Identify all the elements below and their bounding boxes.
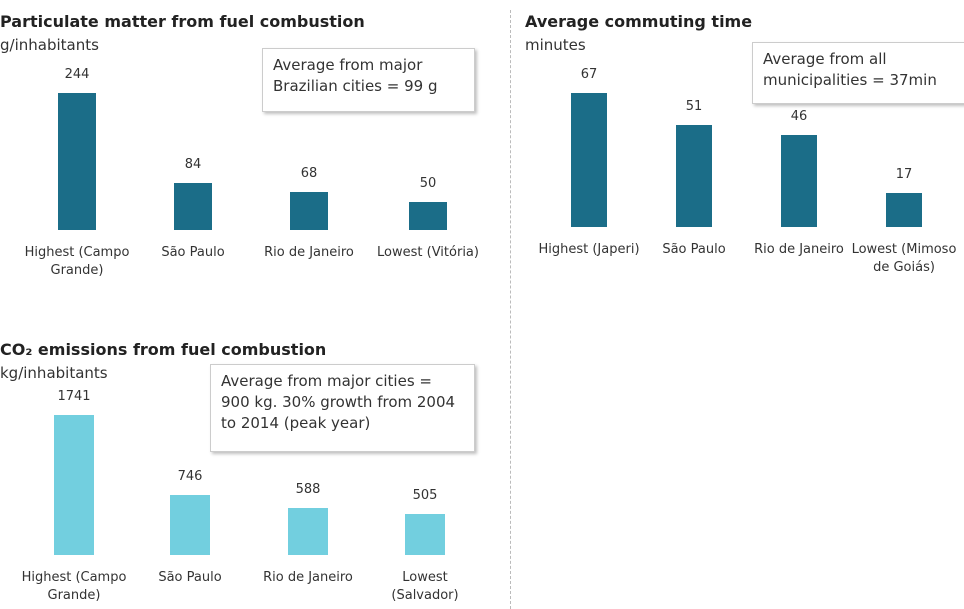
chart-title: Particulate matter from fuel combustion (0, 12, 365, 31)
category-label: São Paulo (158, 570, 222, 585)
category-label: São Paulo (662, 242, 726, 257)
divider (510, 10, 511, 609)
chart-title: CO₂ emissions from fuel combustion (0, 340, 327, 359)
value-label: 46 (790, 109, 808, 124)
annotation: Average from major Brazilian cities = 99… (262, 48, 475, 112)
bar (58, 93, 96, 230)
bar (54, 415, 94, 555)
chart: Particulate matter from fuel combustion g… (0, 0, 500, 290)
chart: CO₂ emissions from fuel combustion kg/inh… (0, 328, 500, 609)
value-label: 588 (295, 481, 321, 497)
value-label: 51 (685, 99, 703, 114)
category-label: São Paulo (161, 245, 225, 260)
bar (405, 514, 445, 555)
value-label: 68 (300, 165, 318, 181)
chart: Average commuting time minutes 67 Highest (… (525, 0, 964, 290)
bar (174, 182, 212, 230)
category-label: Highest (Campo Grande) (21, 570, 127, 603)
subtitle: g/inhabitants (0, 36, 99, 54)
category-label: Highest (Campo Grande) (24, 245, 130, 278)
subtitle: minutes (525, 36, 586, 54)
value-label: 244 (64, 67, 90, 82)
bar (290, 191, 328, 230)
category-label: Rio de Janeiro (264, 245, 354, 260)
bar (288, 507, 328, 555)
subtitle: kg/inhabitants (0, 364, 108, 382)
value-label: 84 (184, 156, 202, 172)
bar (571, 93, 607, 227)
category-label: Rio de Janeiro (263, 570, 353, 585)
category-label: Lowest (Salvador) (391, 570, 459, 603)
bar (170, 495, 210, 555)
bar (781, 135, 817, 227)
category-label: Rio de Janeiro (754, 242, 844, 257)
annotation: Average from major cities = 900 kg. 30% … (210, 364, 475, 452)
value-label: 505 (412, 488, 438, 504)
value-label: 67 (580, 67, 598, 82)
category-label: Lowest (Mimoso de Goiás) (851, 242, 957, 275)
bar (886, 193, 922, 227)
value-label: 1741 (57, 389, 91, 404)
value-label: 50 (419, 175, 437, 191)
value-label: 17 (895, 167, 913, 182)
bar (676, 125, 712, 227)
annotation: Average from all municipalities = 37min (752, 42, 964, 104)
category-label: Highest (Japeri) (538, 242, 640, 257)
chart-title: Average commuting time (525, 12, 753, 31)
value-label: 746 (177, 469, 203, 484)
category-label: Lowest (Vitória) (377, 245, 479, 260)
bar (409, 201, 447, 230)
